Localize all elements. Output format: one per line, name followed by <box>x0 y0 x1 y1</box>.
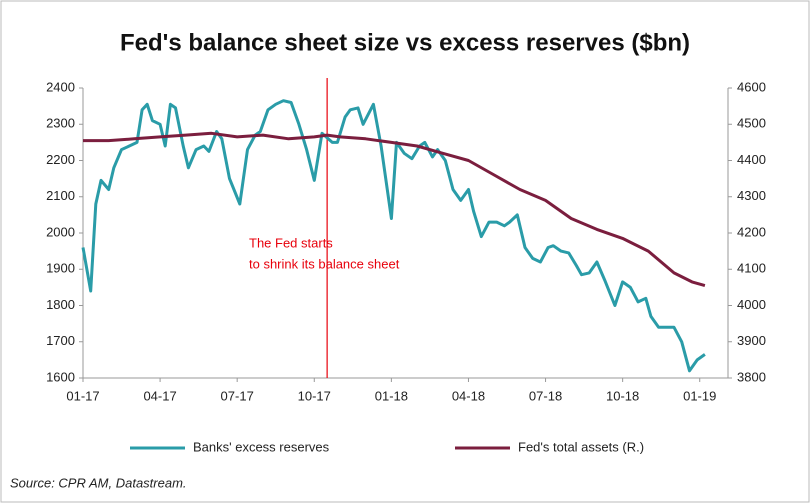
series-line <box>81 99 706 373</box>
y-tick-label: 1800 <box>46 297 75 312</box>
y-tick-label: 2000 <box>46 224 75 239</box>
x-tick-label: 04-17 <box>143 388 176 403</box>
legend-label: Fed's total assets (R.) <box>518 439 644 454</box>
x-tick-label: 04-18 <box>452 388 485 403</box>
y-tick-label: 1600 <box>46 369 75 384</box>
x-tick-label: 07-18 <box>529 388 562 403</box>
x-tick-label: 07-17 <box>221 388 254 403</box>
y-tick-label: 1900 <box>46 261 75 276</box>
y2-tick-label: 4500 <box>737 116 766 131</box>
y2-tick-label: 4400 <box>737 152 766 167</box>
y2-tick-label: 4300 <box>737 188 766 203</box>
y-tick-label: 2200 <box>46 152 75 167</box>
annotation-text: The Fed starts <box>249 235 333 250</box>
annotation-text: to shrink its balance sheet <box>249 256 400 271</box>
y2-tick-label: 3900 <box>737 333 766 348</box>
y-tick-label: 1700 <box>46 333 75 348</box>
y-tick-label: 2400 <box>46 79 75 94</box>
series-line <box>83 131 706 288</box>
x-tick-label: 01-18 <box>375 388 408 403</box>
x-tick-label: 01-17 <box>66 388 99 403</box>
x-tick-label: 10-18 <box>606 388 639 403</box>
y2-tick-label: 4100 <box>737 261 766 276</box>
x-tick-label: 01-19 <box>683 388 716 403</box>
chart-title: Fed's balance sheet size vs excess reser… <box>120 29 690 56</box>
y2-tick-label: 4000 <box>737 297 766 312</box>
y-tick-label: 2100 <box>46 188 75 203</box>
y2-tick-label: 4600 <box>737 79 766 94</box>
y2-tick-label: 4200 <box>737 224 766 239</box>
y2-tick-label: 3800 <box>737 369 766 384</box>
legend-label: Banks' excess reserves <box>193 439 330 454</box>
x-tick-label: 10-17 <box>298 388 331 403</box>
y-tick-label: 2300 <box>46 116 75 131</box>
source: Source: CPR AM, Datastream. <box>10 475 187 490</box>
